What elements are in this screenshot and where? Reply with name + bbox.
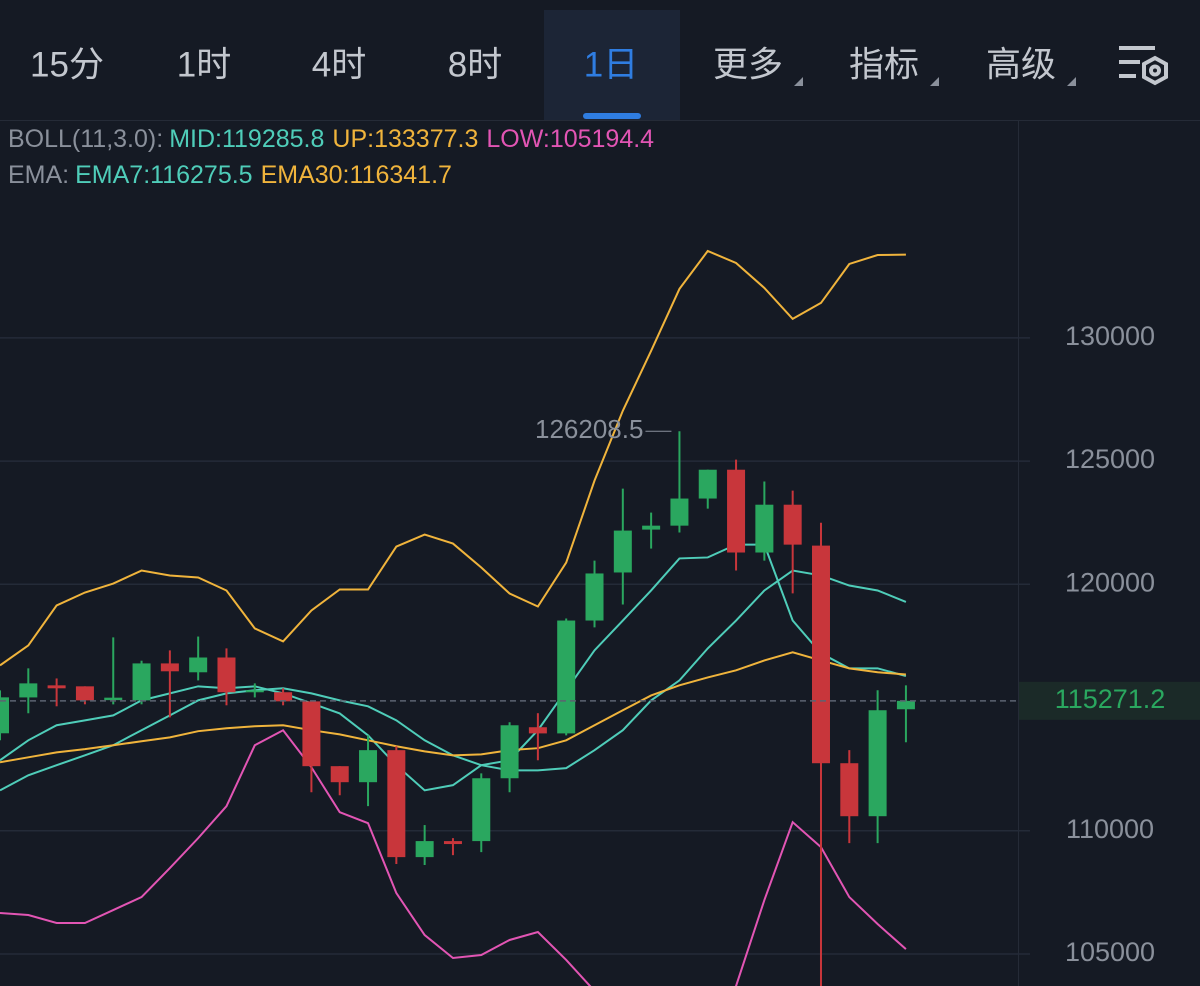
candle-body (868, 710, 887, 817)
dropdown-indicator (794, 77, 803, 86)
y-tick-label: 120000 (1065, 567, 1155, 597)
candle-body (132, 663, 151, 701)
y-axis: 105000 110000 120000 125000 130000 (1065, 321, 1155, 967)
candle-body (840, 763, 859, 817)
legend: BOLL(11,3.0): MID:119285.8 UP:133377.3 LOW:… (8, 125, 654, 189)
icon-dot (1149, 64, 1161, 77)
dropdown-indicator (1067, 77, 1076, 86)
candle-body (387, 750, 406, 858)
y-tick-label: 110000 (1066, 814, 1154, 844)
y-tick-label: 130000 (1065, 321, 1155, 351)
indicator-line (0, 651, 906, 764)
candle-body (642, 525, 661, 530)
candle-body (585, 573, 604, 621)
candle-body (670, 498, 689, 526)
candle-body (160, 663, 179, 672)
y-tick-label: 105000 (1065, 937, 1155, 967)
candle-body (217, 657, 236, 693)
candle-body (75, 686, 94, 701)
legend-group-label: BOLL(11,3.0): (8, 125, 163, 153)
candle-body (19, 683, 38, 698)
candle-body (274, 692, 293, 702)
last-price-box (1019, 681, 1200, 720)
tab[interactable]: 1时 (177, 45, 231, 84)
candle-body (245, 690, 264, 693)
candle-body (330, 766, 349, 783)
tab[interactable]: 高级 (986, 45, 1056, 84)
legend-name: EMA30: (261, 161, 350, 189)
legend-group-label: EMA: (8, 161, 69, 189)
settings-icon[interactable] (1119, 46, 1168, 86)
tab[interactable]: 更多 (713, 45, 783, 84)
legend-value: 119285.8 (222, 125, 324, 153)
candle-body (557, 620, 576, 734)
candle-body (811, 545, 830, 764)
legend-row: EMA: EMA7:116275.5 EMA30:116341.7 (8, 161, 452, 189)
candle-body (415, 841, 434, 858)
indicator-line (0, 249, 906, 667)
tab-bar: 15分 1时 4时 8时 1日 更多 指标 高级 (30, 45, 1076, 86)
legend-value: 116341.7 (350, 161, 452, 189)
grid (0, 337, 1030, 955)
candle-body (302, 701, 321, 767)
legend-value: 105194.4 (550, 125, 654, 153)
candle-body (0, 697, 9, 734)
indicator-line (0, 543, 907, 792)
legend-name: UP: (332, 125, 374, 153)
indicator-line (0, 729, 907, 986)
candle-body (896, 700, 915, 710)
candle-body (727, 469, 746, 553)
tab[interactable]: 4时 (312, 45, 366, 84)
candle-body (104, 697, 123, 701)
icon-hex (1142, 55, 1168, 86)
max-label: 126208.5 (535, 414, 643, 444)
legend-name: MID: (169, 125, 222, 153)
legend-row: BOLL(11,3.0): MID:119285.8 UP:133377.3 LOW:… (8, 125, 654, 153)
candle-body (755, 504, 774, 553)
legend-value: 116275.5 (150, 161, 252, 189)
legend-value: 133377.3 (374, 125, 478, 153)
candle-body (472, 778, 491, 842)
candle-body (47, 685, 66, 689)
plot: 126208.5 (0, 249, 1018, 986)
tab[interactable]: 1日 (584, 45, 638, 84)
candle-body (500, 725, 519, 779)
candle-body (698, 469, 717, 499)
legend-name: EMA7: (75, 161, 150, 189)
legend-name: LOW: (486, 125, 549, 153)
active-tab-underline (583, 113, 641, 119)
y-tick-label: 125000 (1065, 444, 1155, 474)
candle-body (443, 841, 462, 845)
tab[interactable]: 指标 (849, 45, 919, 84)
candle-body (613, 530, 632, 573)
active-tab-bg (544, 10, 680, 120)
candle-body (189, 657, 208, 673)
candle-body (359, 750, 378, 783)
candle-body (783, 504, 802, 545)
tab[interactable]: 15分 (30, 45, 104, 84)
dropdown-indicator (930, 77, 939, 86)
tab[interactable]: 8时 (448, 45, 502, 84)
last-price-label: 115271.2 (1055, 684, 1166, 714)
candle-body (528, 727, 547, 734)
